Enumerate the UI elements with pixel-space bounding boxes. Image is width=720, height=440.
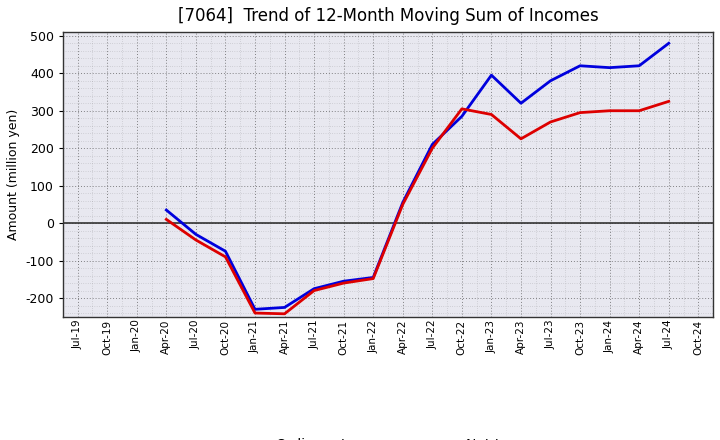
Title: [7064]  Trend of 12-Month Moving Sum of Incomes: [7064] Trend of 12-Month Moving Sum of I…	[178, 7, 598, 25]
Legend: Ordinary Income, Net Income: Ordinary Income, Net Income	[225, 433, 551, 440]
Y-axis label: Amount (million yen): Amount (million yen)	[7, 109, 20, 240]
